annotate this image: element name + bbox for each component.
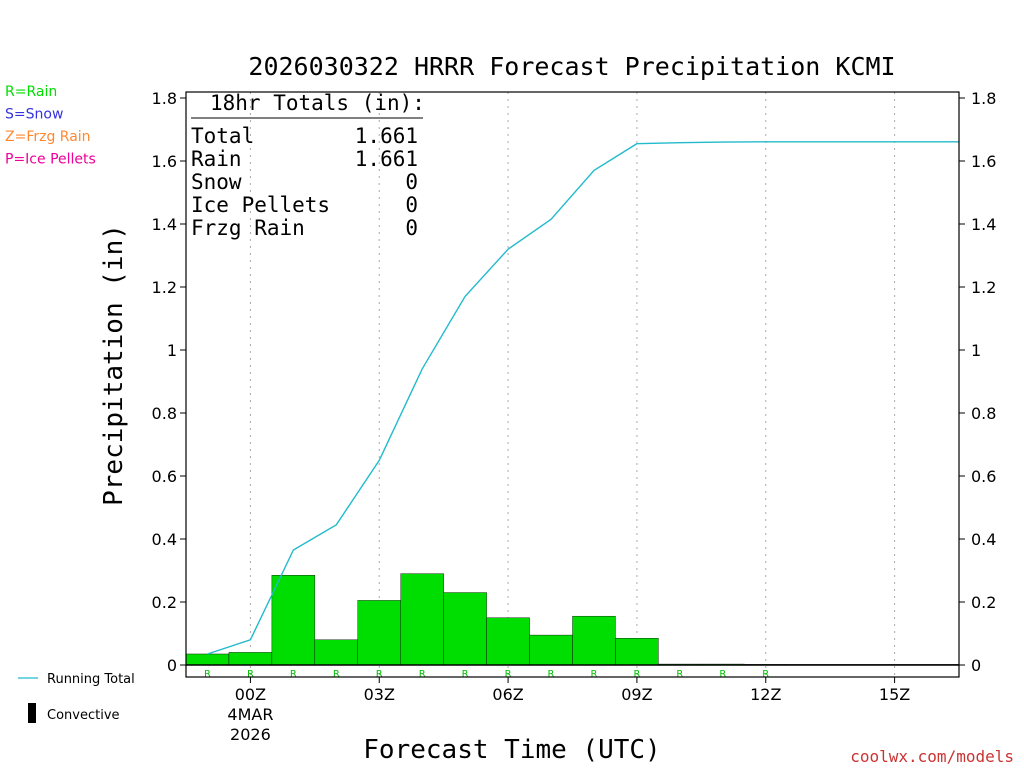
y-tick-label-left: 1.2 <box>152 278 177 297</box>
x-tick-label-12z: 12Z <box>750 685 781 704</box>
y-tick-label-left: 1 <box>167 341 177 360</box>
running-total-line <box>207 141 959 655</box>
totals-box: 18hr Totals (in): Total 1.661 Rain 1.661 Sno… <box>191 91 425 240</box>
precip-type-tag-5: R <box>419 669 426 680</box>
precip-type-legend-item: P=Ice Pellets <box>5 152 96 168</box>
y-axis-ticks: 0 00.2 0.20.4 0.40.6 0.60.8 0.81 11.2 1.21.4 1.4… <box>152 89 997 675</box>
precip-type-tag-11: R <box>676 669 683 680</box>
x-tick-year: 2026 <box>230 725 271 744</box>
totals-row-label: Total <box>191 124 254 148</box>
totals-header: 18hr Totals (in): <box>210 91 425 115</box>
precip-type-legend-item: R=Rain <box>5 84 57 100</box>
y-axis-label: Precipitation (in) <box>99 224 129 506</box>
precip-bar-8 <box>529 634 573 666</box>
totals-row-label: Frzg Rain <box>191 216 305 240</box>
y-tick-label-left: 0.6 <box>152 467 177 486</box>
precip-bars <box>185 573 960 666</box>
totals-row-label: Rain <box>191 147 242 171</box>
y-tick-label-right: 1.8 <box>971 89 996 108</box>
y-tick-label-right: 1.4 <box>971 215 996 234</box>
precip-bar-10 <box>615 638 659 666</box>
y-tick-label-left: 0.2 <box>152 593 177 612</box>
precip-type-tag-0: R <box>204 669 211 680</box>
totals-row-value: 1.661 <box>355 124 418 148</box>
totals-row-value: 1.661 <box>355 147 418 171</box>
precip-bar-5 <box>400 573 444 666</box>
x-tick-date: 4MAR <box>227 705 273 724</box>
x-tick-label-03z: 03Z <box>364 685 395 704</box>
y-tick-label-left: 1.4 <box>152 215 177 234</box>
precip-type-tag-12: R <box>719 669 726 680</box>
precip-bar-6 <box>443 592 487 666</box>
precip-bar-9 <box>572 615 616 666</box>
x-tick-label-09z: 09Z <box>621 685 652 704</box>
y-tick-label-right: 1 <box>971 341 981 360</box>
convective-legend-label: Convective <box>47 708 120 723</box>
x-tick-label-15z: 15Z <box>879 685 910 704</box>
y-tick-label-left: 0 <box>167 656 177 675</box>
running-total-legend-label: Running Total <box>47 672 135 687</box>
precip-type-tag-8: R <box>548 669 555 680</box>
y-tick-label-right: 1.2 <box>971 278 996 297</box>
convective-legend-swatch <box>28 703 36 723</box>
running-total-series <box>207 141 959 655</box>
y-tick-label-left: 0.8 <box>152 404 177 423</box>
precip-type-tag-13: R <box>762 669 769 680</box>
y-tick-label-left: 1.8 <box>152 89 177 108</box>
precip-bar-7 <box>486 617 530 666</box>
precip-type-legend-item: S=Snow <box>5 107 63 123</box>
y-tick-label-right: 0.2 <box>971 593 996 612</box>
precip-bar-2 <box>271 575 316 666</box>
totals-row-label: Snow <box>191 170 242 194</box>
precip-bar-1 <box>228 652 273 666</box>
precip-bar-4 <box>357 600 401 666</box>
totals-row-value: 0 <box>405 193 418 217</box>
y-tick-label-right: 0.6 <box>971 467 996 486</box>
precip-type-tag-2: R <box>290 669 297 680</box>
y-tick-label-right: 0 <box>971 656 981 675</box>
precip-bar-0 <box>185 653 230 666</box>
y-tick-label-left: 0.4 <box>152 530 177 549</box>
precip-type-tag-7: R <box>505 669 512 680</box>
credit-url[interactable]: coolwx.com/models <box>850 747 1014 766</box>
x-axis-label: Forecast Time (UTC) <box>363 735 660 765</box>
chart-title: 2026030322 HRRR Forecast Precipitation K… <box>248 52 895 81</box>
precip-type-tag-3: R <box>333 669 340 680</box>
precip-type-legend: R=Rain S=Snow Z=Frzg Rain P=Ice Pellets <box>5 84 96 168</box>
vertical-gridlines <box>249 92 896 677</box>
x-tick-label-06z: 06Z <box>492 685 523 704</box>
precip-type-legend-item: Z=Frzg Rain <box>5 129 91 145</box>
x-tick-label-00z: 00Z <box>235 685 266 704</box>
y-tick-label-right: 0.8 <box>971 404 996 423</box>
precip-type-tag-10: R <box>633 669 640 680</box>
y-tick-label-right: 0.4 <box>971 530 996 549</box>
plot-frame <box>185 91 960 678</box>
precip-type-tag-6: R <box>462 669 469 680</box>
y-tick-label-left: 1.6 <box>152 152 177 171</box>
totals-row-value: 0 <box>405 170 418 194</box>
precip-bar-3 <box>314 639 358 666</box>
precip-type-tag-9: R <box>590 669 597 680</box>
totals-row-label: Ice Pellets <box>191 193 330 217</box>
precip-type-tag-4: R <box>376 669 383 680</box>
precip-type-tag-1: R <box>247 669 254 680</box>
totals-row-value: 0 <box>405 216 418 240</box>
y-tick-label-right: 1.6 <box>971 152 996 171</box>
totals-rows: Total 1.661 Rain 1.661 Snow 0 Ice Pellets 0 Frzg… <box>191 124 418 240</box>
